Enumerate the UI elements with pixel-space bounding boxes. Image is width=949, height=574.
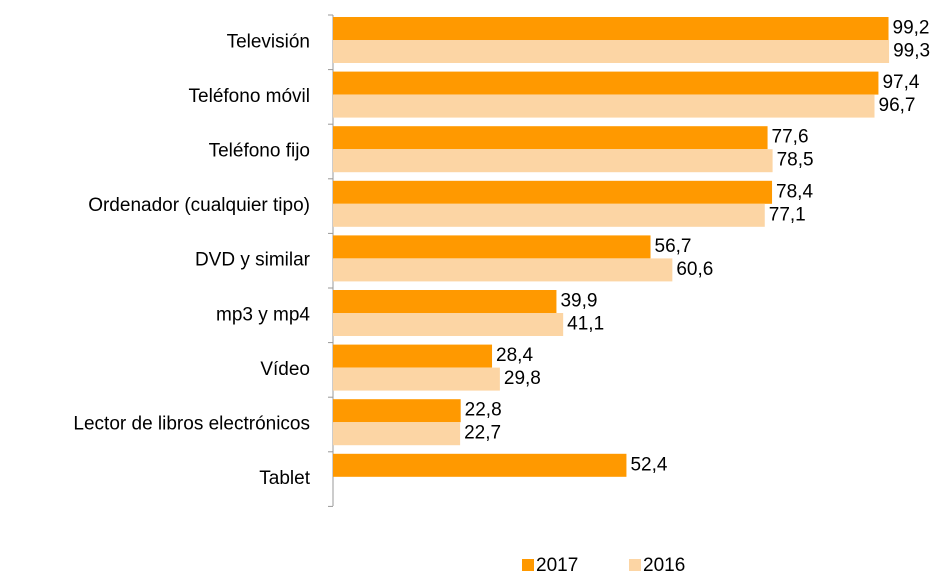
data-label: 22,7 (464, 423, 501, 444)
data-label: 29,8 (504, 368, 541, 389)
bar (333, 203, 765, 227)
bar (333, 94, 875, 118)
y-tick-label: Teléfono móvil (189, 86, 310, 107)
data-label: 78,5 (777, 150, 814, 171)
y-tick-label: mp3 y mp4 (216, 304, 310, 325)
legend-label: 2017 (536, 555, 578, 574)
data-label: 96,7 (879, 95, 916, 116)
data-label: 39,9 (560, 291, 597, 312)
y-tick-label: Lector de libros electrónicos (73, 414, 310, 435)
data-label: 56,7 (655, 236, 692, 257)
bar (333, 17, 889, 40)
bar (333, 149, 773, 173)
data-label: 77,6 (772, 127, 809, 148)
data-label: 28,4 (496, 345, 533, 366)
data-label: 60,6 (676, 259, 713, 280)
data-label: 22,8 (465, 400, 502, 421)
data-label: 99,2 (893, 18, 930, 39)
bar (333, 422, 461, 446)
bar (333, 180, 773, 204)
bar (333, 258, 673, 282)
legend-swatch (629, 559, 641, 571)
data-label: 99,3 (893, 41, 930, 62)
bar (333, 367, 500, 391)
bar (333, 453, 627, 477)
y-tick-label: Televisión (227, 31, 310, 52)
legend-swatch (522, 559, 534, 571)
bar (333, 126, 768, 150)
bar (333, 344, 493, 368)
y-tick-label: Teléfono fijo (209, 141, 310, 162)
data-label: 41,1 (567, 314, 604, 335)
bar (333, 71, 879, 95)
y-tick-label: Tablet (259, 468, 310, 489)
y-tick-label: Ordenador (cualquier tipo) (88, 195, 310, 216)
bar (333, 313, 564, 336)
bar (333, 290, 557, 313)
y-tick-label: Vídeo (260, 359, 310, 380)
data-label: 78,4 (776, 181, 813, 202)
legend-label: 2016 (643, 555, 685, 574)
data-label: 97,4 (882, 72, 919, 93)
data-label: 77,1 (769, 204, 806, 225)
y-tick-label: DVD y similar (195, 250, 311, 271)
bar (333, 235, 651, 259)
bar (333, 399, 461, 423)
bar (333, 40, 890, 63)
data-label: 52,4 (630, 454, 667, 475)
